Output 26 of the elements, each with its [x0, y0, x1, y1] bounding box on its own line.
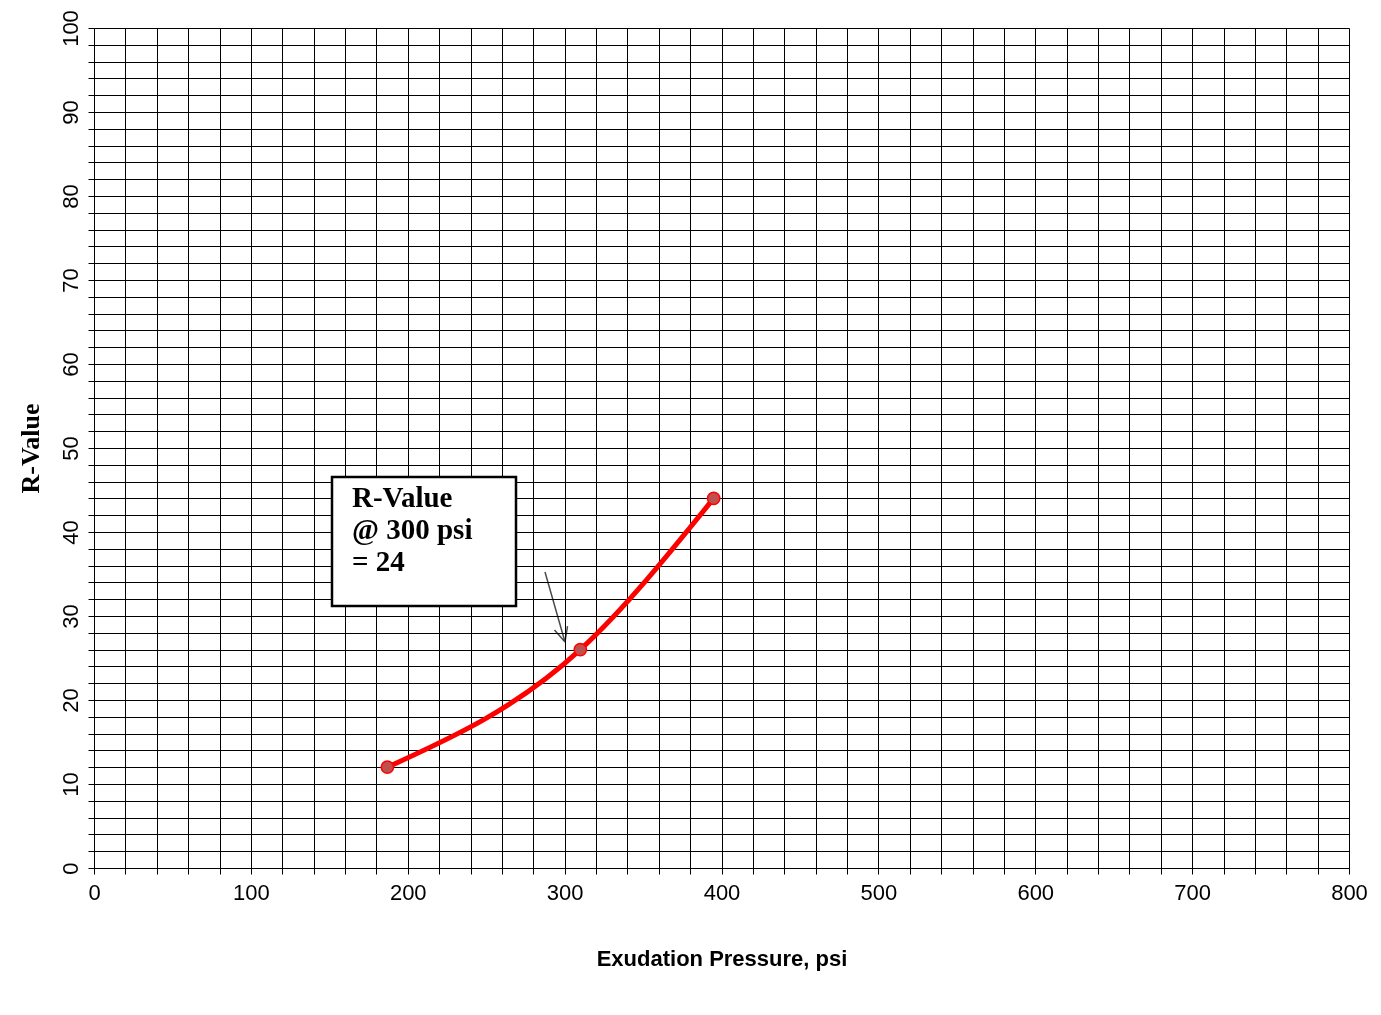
x-tick-label: 400 — [703, 879, 741, 905]
x-tick-label: 300 — [546, 879, 584, 905]
x-tick-label: 200 — [389, 879, 427, 905]
y-tick-label: 40 — [57, 520, 83, 545]
y-tick-label: 30 — [57, 604, 83, 629]
annotation: R-Value @ 300 psi = 24 — [352, 481, 473, 577]
point — [573, 642, 588, 657]
point — [380, 760, 395, 775]
x-tick-label: 600 — [1017, 879, 1055, 905]
y-tick-label: 100 — [57, 10, 83, 47]
point — [706, 491, 721, 506]
x-tick-label: 0 — [88, 879, 101, 905]
y-tick-label: 20 — [57, 688, 83, 713]
x-tick-label: 100 — [233, 879, 270, 905]
x-tick-label: 700 — [1174, 879, 1211, 905]
y-tick-label: 70 — [57, 268, 83, 293]
y-tick-label: 0 — [57, 862, 83, 875]
y-tick-label: 50 — [57, 436, 83, 461]
x-tick-label: 800 — [1331, 879, 1368, 905]
y-tick-label: 80 — [57, 184, 83, 209]
y-tick-label: 60 — [57, 352, 83, 377]
y-tick-label: 10 — [57, 772, 83, 797]
x-tick-label: 500 — [860, 879, 898, 905]
x-axis-title: Exudation Pressure, psi — [596, 945, 848, 971]
y-axis-title: R-Value — [15, 403, 45, 494]
y-tick-label: 90 — [57, 100, 83, 125]
